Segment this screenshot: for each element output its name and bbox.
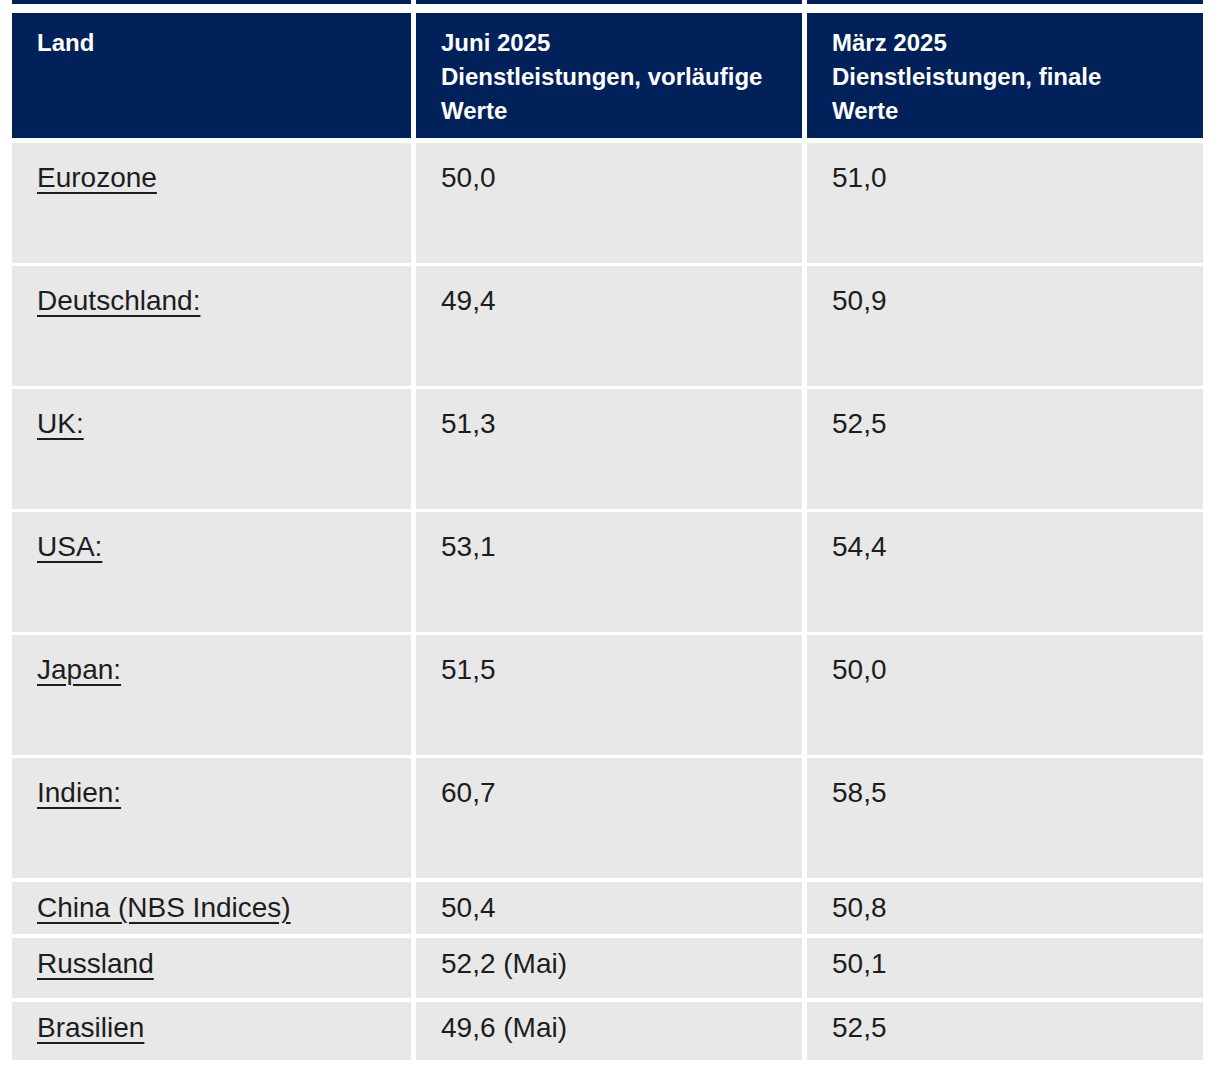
header-label-line: März 2025 [832,26,1178,60]
country-cell: Brasilien [12,1002,411,1060]
country-cell: Indien: [12,758,411,878]
table-row-uk: UK: 51,3 52,5 [12,389,1203,509]
maerz-value-cell: 52,5 [807,1002,1203,1060]
header-label: Land [37,26,386,60]
juni-value-cell: 53,1 [416,512,802,632]
juni-value-cell: 51,3 [416,389,802,509]
maerz-value-cell: 50,1 [807,938,1203,998]
table-row-japan: Japan: 51,5 50,0 [12,635,1203,755]
maerz-value-cell: 50,8 [807,882,1203,934]
country-cell: UK: [12,389,411,509]
maerz-value-cell: 52,5 [807,389,1203,509]
country-link[interactable]: Indien: [37,777,121,808]
table-row-deutschland: Deutschland: 49,4 50,9 [12,266,1203,386]
country-link[interactable]: China (NBS Indices) [37,892,291,923]
maerz-value-cell: 50,0 [807,635,1203,755]
country-link[interactable]: USA: [37,531,102,562]
table-row-russland: Russland 52,2 (Mai) 50,1 [12,938,1203,998]
header-label-line: Dienstleistungen, vorläufige [441,60,777,94]
table-header-row: Land Juni 2025 Dienstleistungen, vorläuf… [12,13,1203,138]
cutoff-cell [12,0,411,4]
table-row-brasilien: Brasilien 49,6 (Mai) 52,5 [12,1002,1203,1060]
header-cell-juni-2025: Juni 2025 Dienstleistungen, vorläufige W… [416,13,802,138]
country-link[interactable]: Deutschland: [37,285,200,316]
cutoff-cell [416,0,802,4]
juni-value-cell: 49,4 [416,266,802,386]
juni-value-cell: 51,5 [416,635,802,755]
country-link[interactable]: UK: [37,408,84,439]
country-cell: China (NBS Indices) [12,882,411,934]
header-label-line: Werte [441,94,777,128]
services-pmi-table: Land Juni 2025 Dienstleistungen, vorläuf… [12,0,1203,1064]
maerz-value-cell: 51,0 [807,143,1203,263]
juni-value-cell: 50,0 [416,143,802,263]
header-cell-land: Land [12,13,411,138]
juni-value-cell: 50,4 [416,882,802,934]
header-label-line: Dienstleistungen, finale [832,60,1178,94]
cutoff-row-above [12,0,1203,4]
country-link[interactable]: Brasilien [37,1012,144,1043]
table-row-usa: USA: 53,1 54,4 [12,512,1203,632]
maerz-value-cell: 54,4 [807,512,1203,632]
country-cell: Deutschland: [12,266,411,386]
maerz-value-cell: 58,5 [807,758,1203,878]
country-link[interactable]: Russland [37,948,154,979]
table-row-china: China (NBS Indices) 50,4 50,8 [12,882,1203,934]
country-link[interactable]: Japan: [37,654,121,685]
header-cell-maerz-2025: März 2025 Dienstleistungen, finale Werte [807,13,1203,138]
juni-value-cell: 52,2 (Mai) [416,938,802,998]
header-label-line: Werte [832,94,1178,128]
table-row-indien: Indien: 60,7 58,5 [12,758,1203,878]
country-cell: USA: [12,512,411,632]
country-link[interactable]: Eurozone [37,162,157,193]
country-cell: Eurozone [12,143,411,263]
header-label-line: Juni 2025 [441,26,777,60]
juni-value-cell: 60,7 [416,758,802,878]
country-cell: Japan: [12,635,411,755]
country-cell: Russland [12,938,411,998]
maerz-value-cell: 50,9 [807,266,1203,386]
juni-value-cell: 49,6 (Mai) [416,1002,802,1060]
cutoff-cell [807,0,1203,4]
table-row-eurozone: Eurozone 50,0 51,0 [12,143,1203,263]
